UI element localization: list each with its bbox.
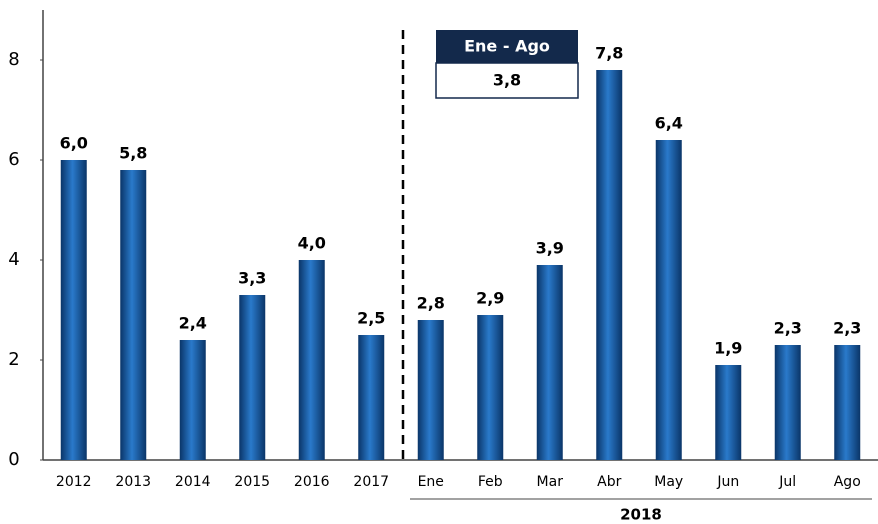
value-label: 4,0 [298,234,326,253]
x-tick-label: 2016 [294,474,330,490]
bar [536,265,563,460]
bar [179,340,206,460]
x-tick-label: Abr [597,474,621,490]
x-tick-label: Ago [834,474,861,490]
annotation-title: Ene - Ago [464,37,550,56]
x-tick-label: 2015 [234,474,270,490]
y-tick-label: 6 [8,149,19,170]
x-tick-label: Jun [716,474,739,490]
group-label: 2018 [620,506,662,524]
value-label: 6,4 [655,114,683,133]
bar [358,335,385,460]
value-label: 7,8 [595,44,623,63]
bar [417,320,444,460]
x-tick-label: Ene [418,474,444,490]
x-tick-label: Mar [537,474,564,490]
bar [774,345,801,460]
value-label: 2,4 [179,314,207,333]
value-label: 3,3 [238,269,266,288]
value-label: 2,3 [774,319,802,338]
y-tick-label: 4 [8,249,19,270]
x-tick-label: 2012 [56,474,92,490]
bar [239,295,266,460]
bar [834,345,861,460]
value-label: 6,0 [60,134,88,153]
bar [120,170,147,460]
value-label: 3,9 [536,239,564,258]
bar [655,140,682,460]
x-tick-label: 2014 [175,474,211,490]
annotation-header [436,30,578,63]
value-label: 2,5 [357,309,385,328]
value-label: 5,8 [119,144,147,163]
x-tick-label: 2017 [353,474,389,490]
bar [60,160,87,460]
bar [298,260,325,460]
y-tick-label: 2 [8,349,19,370]
x-tick-label: Jul [778,474,796,490]
y-tick-label: 8 [8,49,19,70]
annotation-box [435,62,579,99]
x-tick-label: Feb [478,474,503,490]
value-label: 2,3 [833,319,861,338]
bar [477,315,504,460]
x-tick-label: May [654,474,683,490]
y-tick-label: 0 [8,449,19,470]
value-label: 1,9 [714,339,742,358]
value-label: 2,9 [476,289,504,308]
bar [596,70,623,460]
bar [715,365,742,460]
value-label: 2,8 [417,294,445,313]
x-tick-label: 2013 [115,474,151,490]
annotation-value: 3,8 [493,71,521,90]
